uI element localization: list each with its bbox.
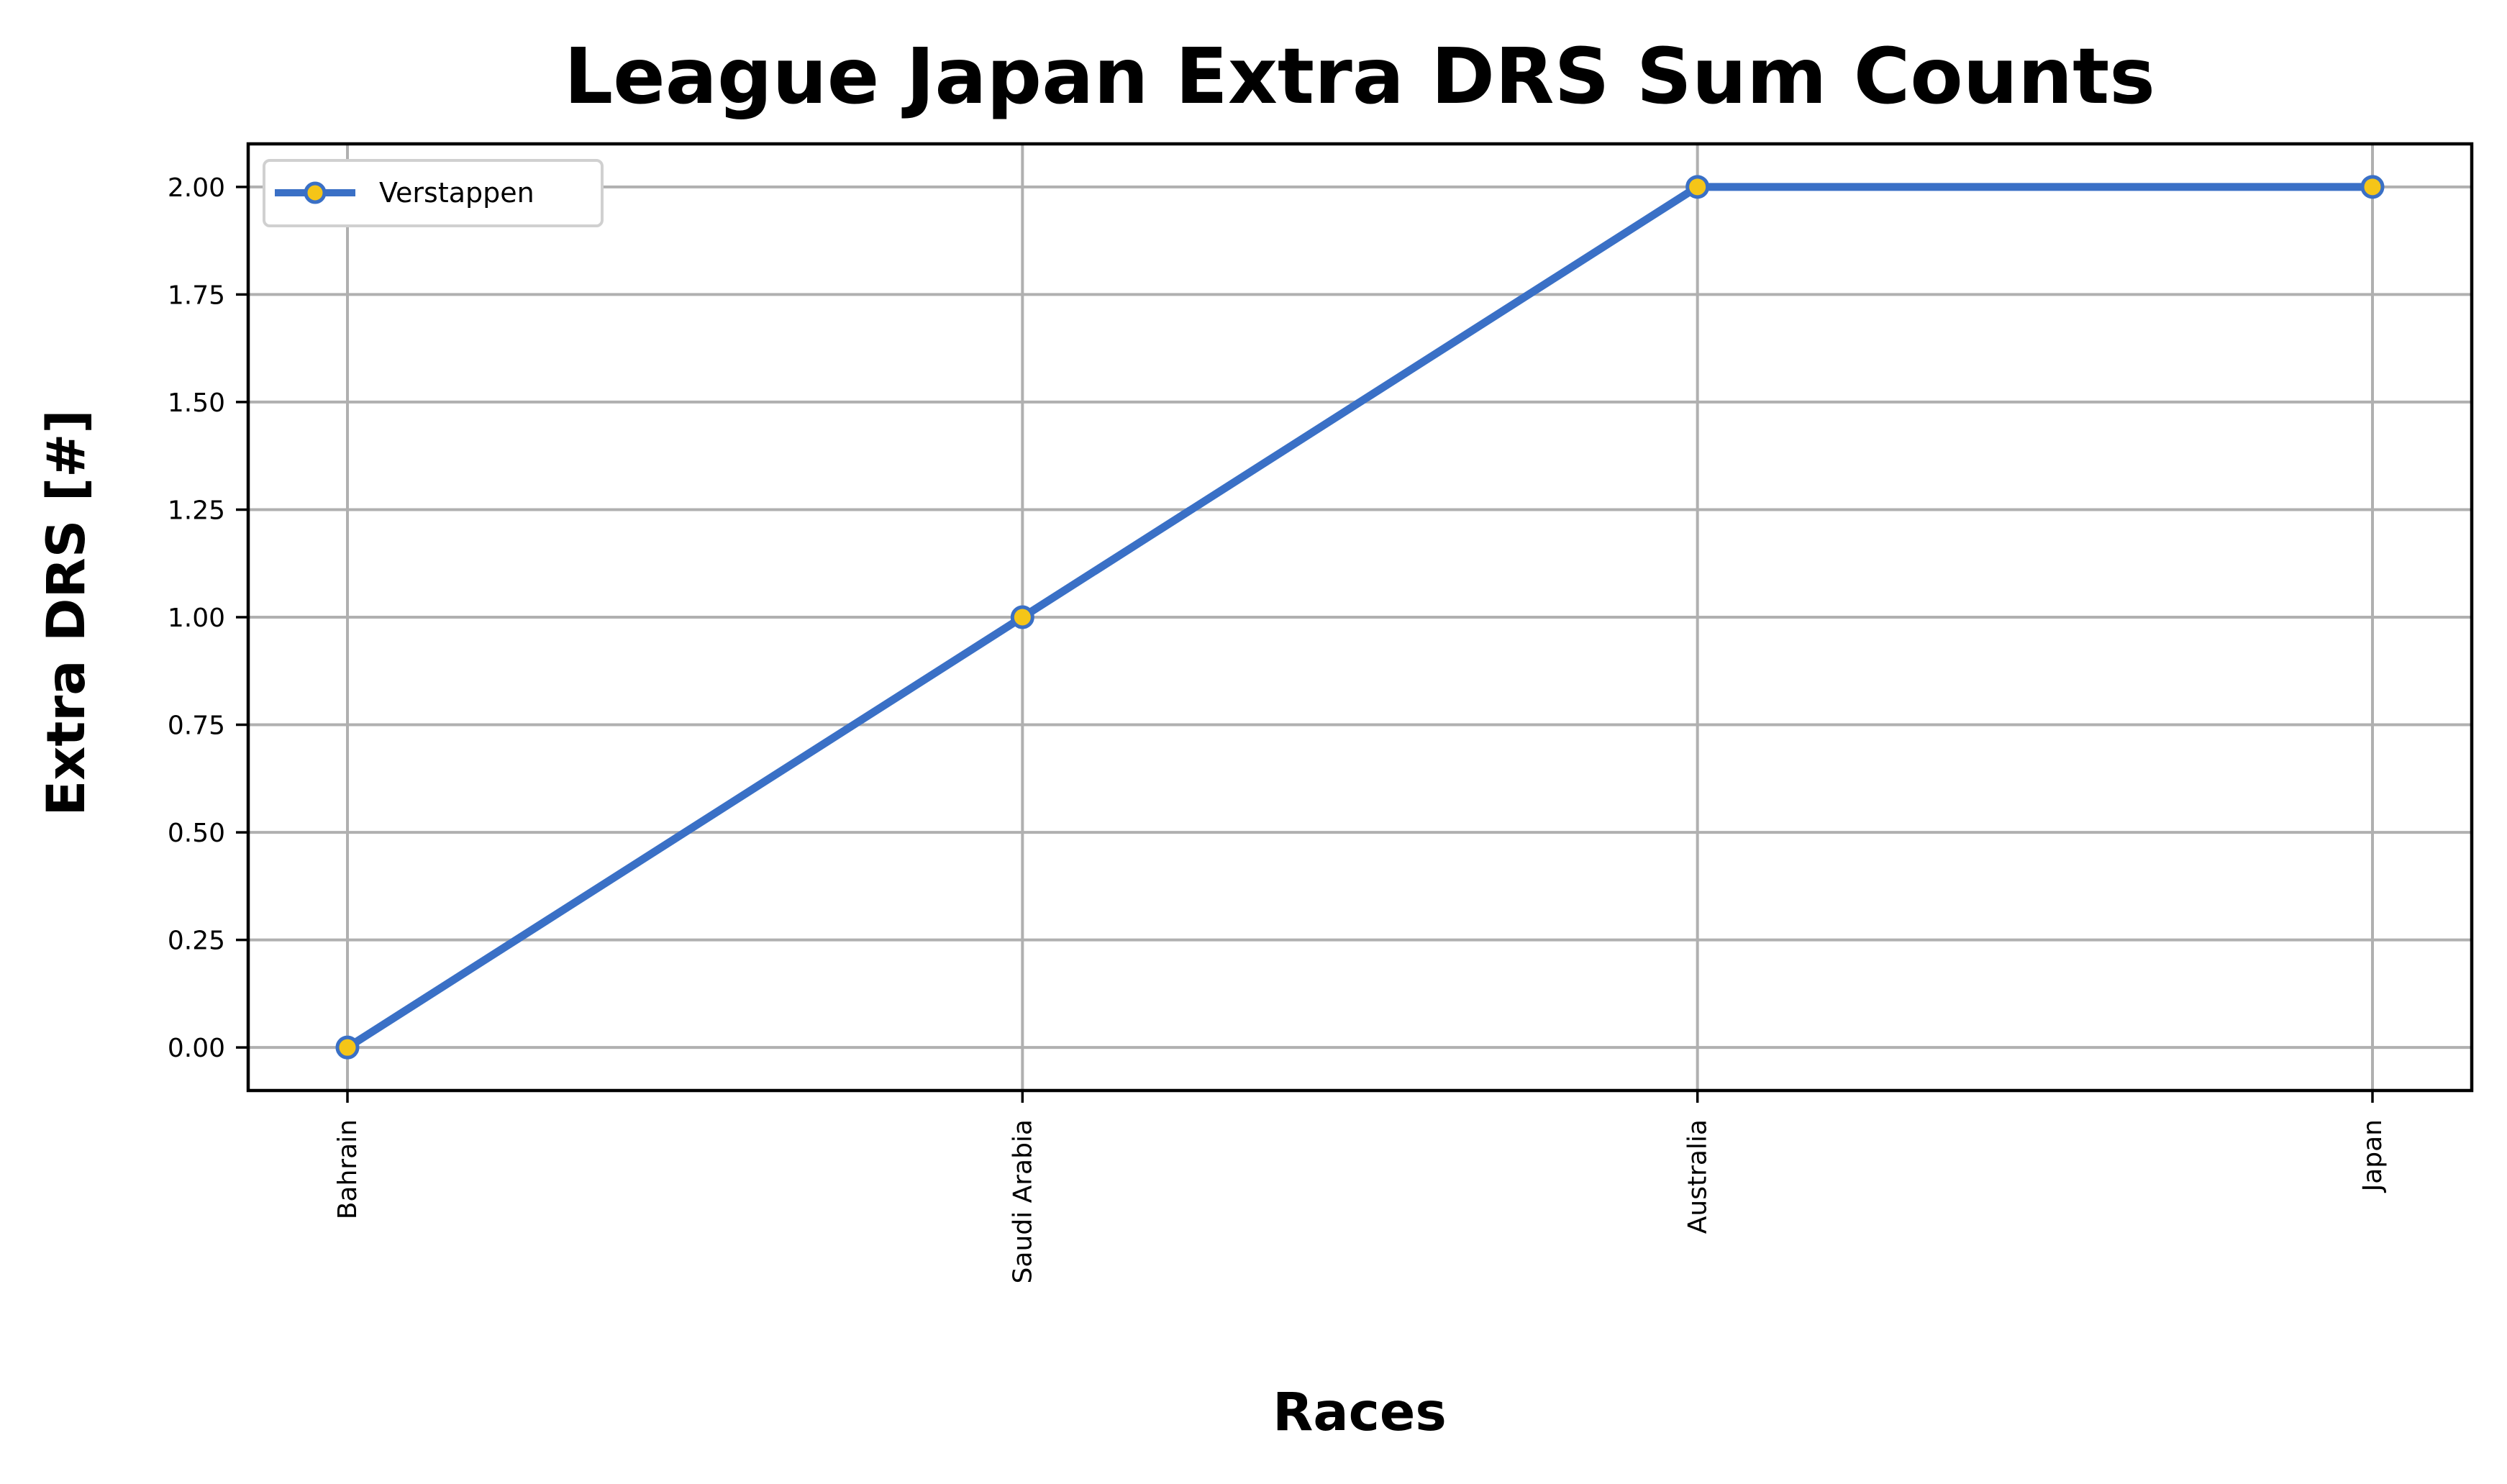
data-point <box>335 1035 360 1060</box>
legend-label-verstappen: Verstappen <box>379 177 534 209</box>
x-axis: Bahrain Saudi Arabia Australia Japan <box>333 1091 2388 1283</box>
data-point <box>1685 175 1710 199</box>
x-tick-label: Japan <box>2358 1119 2388 1193</box>
chart-title: League Japan Extra DRS Sum Counts <box>564 32 2155 122</box>
data-point <box>2360 175 2385 199</box>
y-tick-label: 1.50 <box>168 388 225 418</box>
y-axis: 0.00 0.25 0.50 0.75 1.00 1.25 1.50 1.75 2.00 <box>168 173 248 1063</box>
y-tick-label: 0.75 <box>168 711 225 741</box>
x-tick-label: Bahrain <box>333 1119 363 1219</box>
y-tick-label: 1.00 <box>168 604 225 633</box>
y-tick-label: 0.25 <box>168 927 225 956</box>
y-tick-label: 1.25 <box>168 496 225 525</box>
y-tick-label: 1.75 <box>168 281 225 310</box>
series-line <box>345 183 2372 1051</box>
plot-area <box>335 175 2385 1060</box>
y-tick-label: 0.00 <box>168 1034 225 1063</box>
legend: Verstappen <box>263 159 604 227</box>
legend-box <box>263 159 604 227</box>
legend-marker-swatch <box>304 181 327 204</box>
data-point <box>1010 605 1034 629</box>
x-axis-label: Races <box>1273 1382 1447 1443</box>
grid <box>248 144 2472 1091</box>
y-tick-label: 2.00 <box>168 173 225 203</box>
y-tick-label: 0.50 <box>168 819 225 848</box>
x-tick-label: Saudi Arabia <box>1008 1119 1037 1283</box>
x-tick-label: Australia <box>1683 1119 1713 1234</box>
y-axis-label: Extra DRS [#] <box>36 409 97 816</box>
